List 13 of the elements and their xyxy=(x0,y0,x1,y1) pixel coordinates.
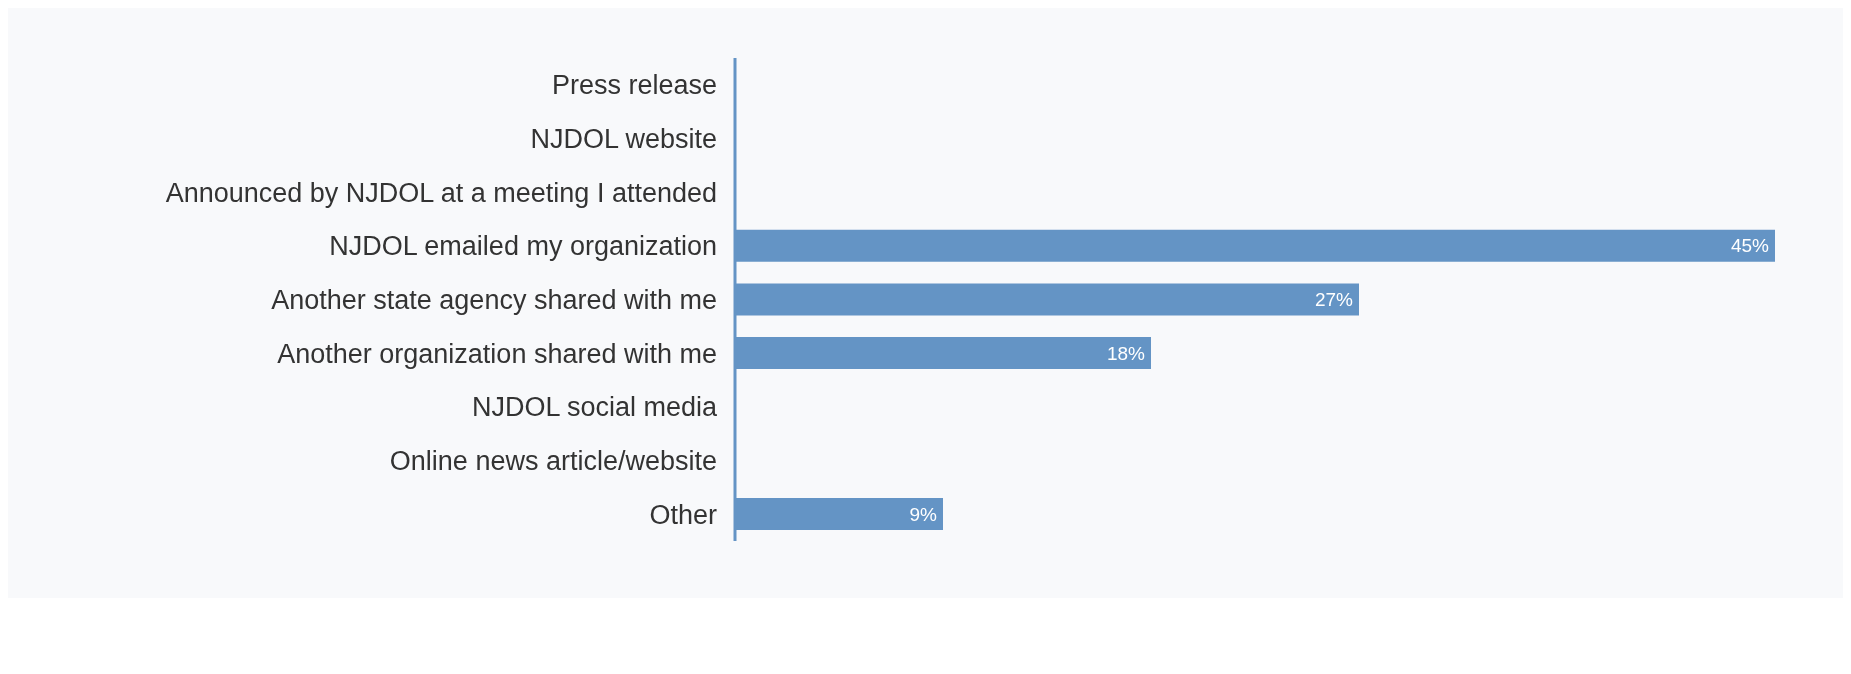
data-label: 45% xyxy=(1730,235,1770,257)
y-tick-label: Announced by NJDOL at a meeting I attended xyxy=(165,177,717,208)
data-label: 9% xyxy=(909,503,938,525)
y-tick-label: Another organization shared with me xyxy=(277,338,717,369)
y-tick-label: NJDOL emailed my organization xyxy=(329,231,717,262)
y-tick-label: Another state agency shared with me xyxy=(271,285,717,316)
y-tick-label: Other xyxy=(649,499,717,530)
y-tick-label: NJDOL website xyxy=(530,124,717,155)
y-tick-label: Online news article/website xyxy=(389,446,717,477)
data-label: 18% xyxy=(1106,342,1146,364)
y-tick-label: Press release xyxy=(551,70,717,101)
y-tick-label: NJDOL social media xyxy=(471,392,718,423)
data-label: 27% xyxy=(1314,288,1354,310)
